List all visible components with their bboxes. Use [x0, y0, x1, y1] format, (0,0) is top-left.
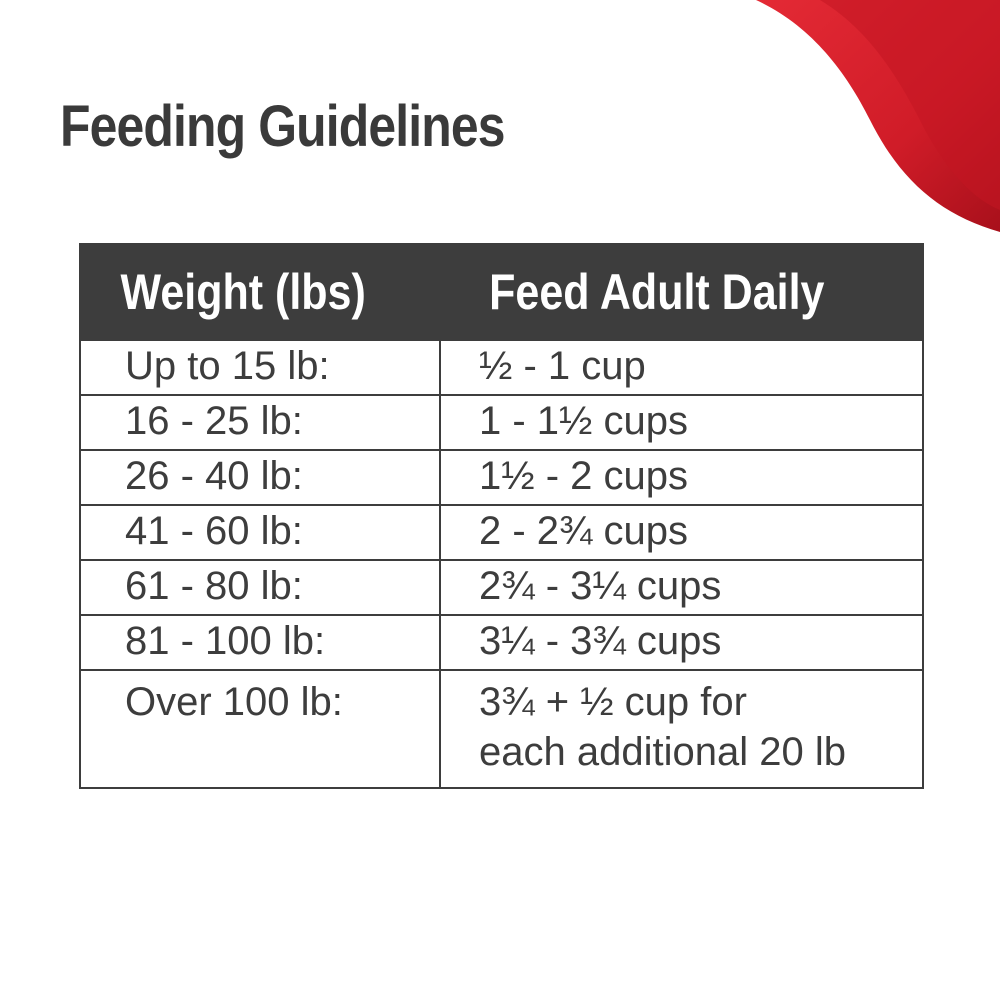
- feed-line: 3¾ + ½ cup for: [479, 680, 747, 724]
- feed-cell: ½ - 1 cup: [439, 339, 924, 396]
- table-row: 61 - 80 lb: 2¾ - 3¼ cups: [79, 559, 924, 616]
- table-row: 81 - 100 lb: 3¼ - 3¾ cups: [79, 614, 924, 671]
- feeding-guidelines-table: Weight (lbs) Feed Adult Daily Up to 15 l…: [79, 243, 924, 789]
- table-row: Over 100 lb: 3¾ + ½ cup for each additio…: [79, 669, 924, 789]
- weight-cell: 61 - 80 lb:: [79, 559, 441, 616]
- feed-line: each additional 20 lb: [479, 730, 846, 774]
- weight-cell: 16 - 25 lb:: [79, 394, 441, 451]
- weight-cell: 81 - 100 lb:: [79, 614, 441, 671]
- red-corner-swoosh: [756, 0, 1000, 232]
- feed-cell: 3¼ - 3¾ cups: [439, 614, 924, 671]
- weight-cell: 26 - 40 lb:: [79, 449, 441, 506]
- table-row: Up to 15 lb: ½ - 1 cup: [79, 339, 924, 396]
- feed-cell: 1 - 1½ cups: [439, 394, 924, 451]
- table-row: 41 - 60 lb: 2 - 2¾ cups: [79, 504, 924, 561]
- feed-cell: 2¾ - 3¼ cups: [439, 559, 924, 616]
- feed-cell: 1½ - 2 cups: [439, 449, 924, 506]
- feed-column-header: Feed Adult Daily: [439, 243, 924, 341]
- weight-cell: Up to 15 lb:: [79, 339, 441, 396]
- feed-cell: 2 - 2¾ cups: [439, 504, 924, 561]
- weight-column-header: Weight (lbs): [79, 243, 441, 341]
- table-row: 26 - 40 lb: 1½ - 2 cups: [79, 449, 924, 506]
- table-row: 16 - 25 lb: 1 - 1½ cups: [79, 394, 924, 451]
- table-header-row: Weight (lbs) Feed Adult Daily: [79, 243, 924, 341]
- weight-cell: Over 100 lb:: [79, 669, 441, 789]
- page-title: Feeding Guidelines: [60, 94, 505, 159]
- feed-cell: 3¾ + ½ cup for each additional 20 lb: [439, 669, 924, 789]
- weight-cell: 41 - 60 lb:: [79, 504, 441, 561]
